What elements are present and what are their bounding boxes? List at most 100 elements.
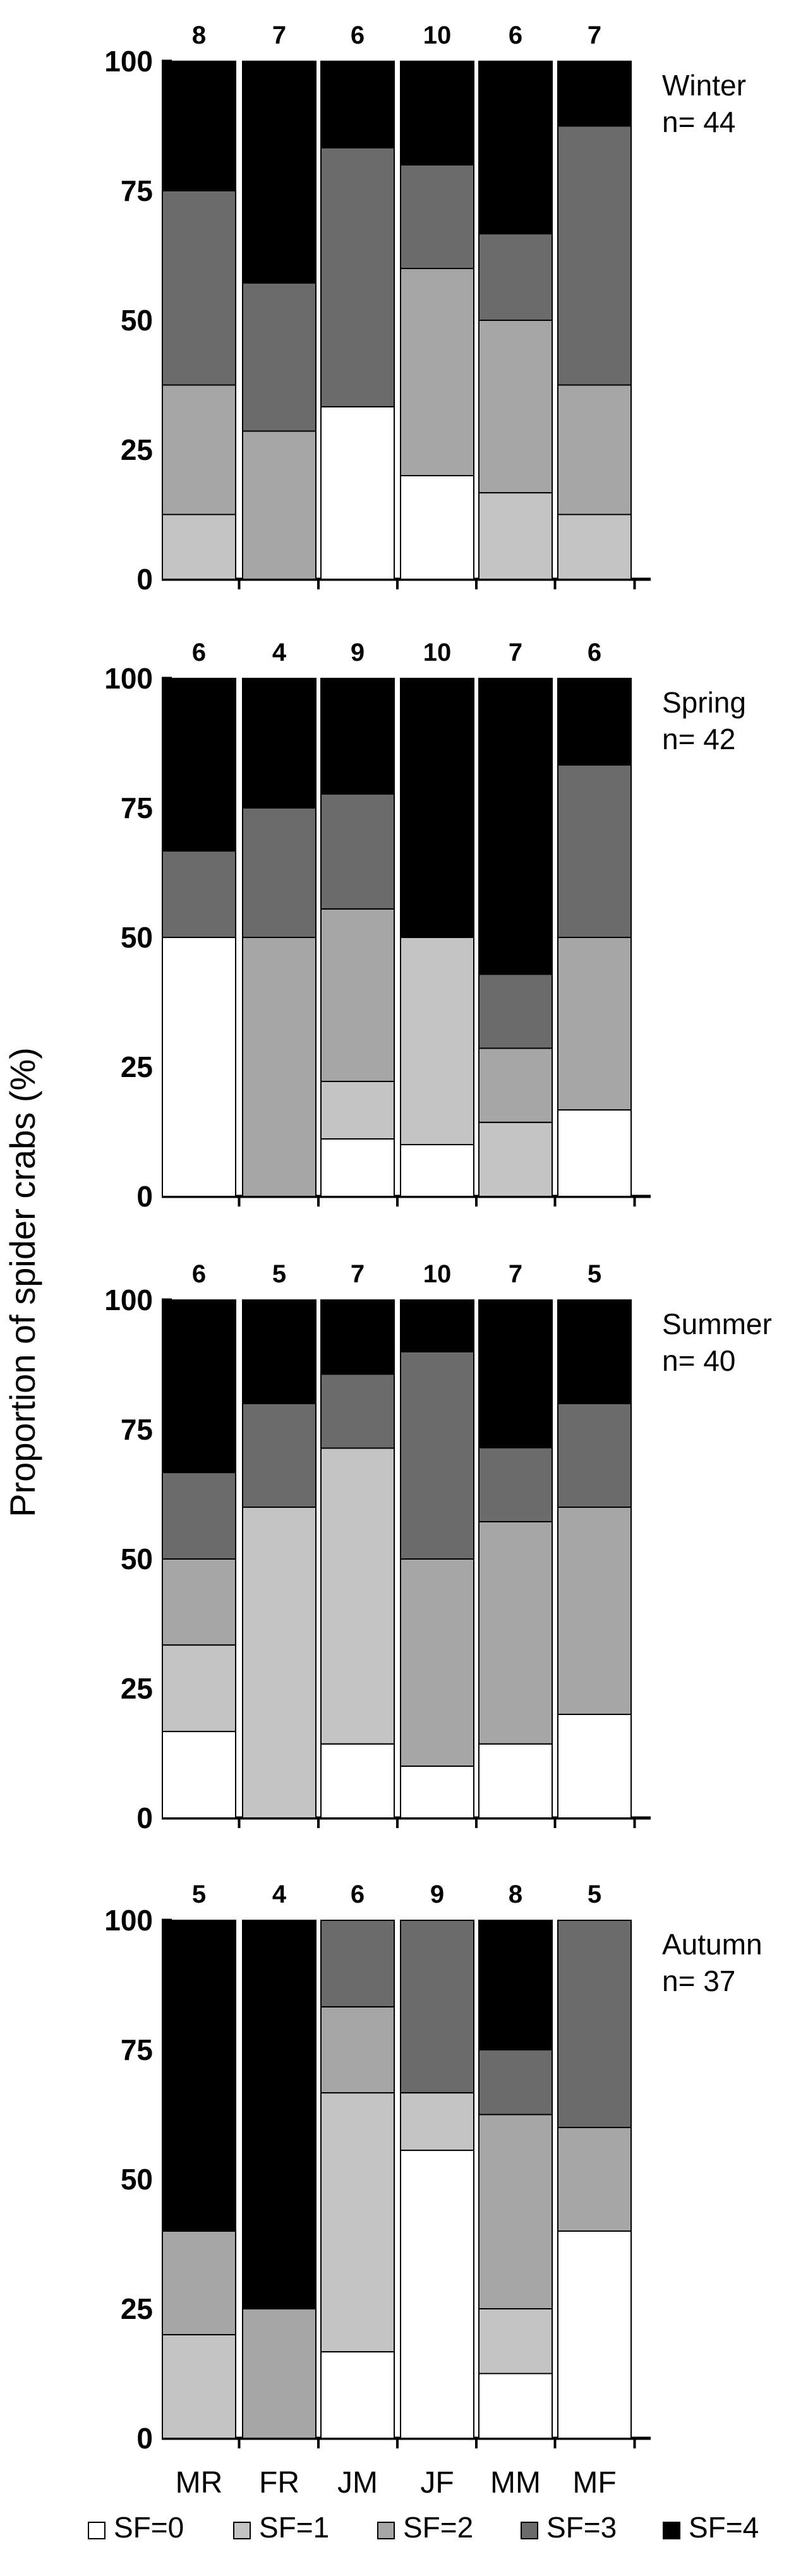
- bar-segment-mm-sf3: [478, 2049, 553, 2116]
- x-axis-category-labels: MR FR JM JF MM MF: [176, 2466, 617, 2500]
- bar-segment-mm-sf4: [478, 61, 553, 235]
- y-tick-label: 75: [121, 791, 153, 824]
- bar-segment-fr-sf2: [242, 937, 317, 1197]
- bar-segment-jf-sf3: [400, 1351, 474, 1560]
- x-category-label: MF: [572, 2466, 616, 2500]
- sample-size-label-jm: 6: [351, 21, 365, 49]
- y-tick-label: 100: [104, 662, 153, 695]
- legend: SF=0 SF=1 SF=2 SF=3 SF=4: [88, 2511, 759, 2544]
- legend-swatch-sf1: [233, 2522, 251, 2539]
- bar-segment-jm-sf1: [320, 1447, 395, 1745]
- bar-segment-mr-sf4: [162, 1920, 236, 2232]
- bar-segment-mr-sf3: [162, 850, 236, 939]
- bar-segment-jm-sf0: [320, 406, 395, 580]
- bar-segment-mf-sf2: [557, 1507, 632, 1715]
- sample-size-label-mr: 6: [192, 1260, 206, 1288]
- x-category-label: MR: [176, 2466, 223, 2500]
- bar-segment-mm-sf4: [478, 678, 553, 975]
- season-label: Summer: [662, 1308, 772, 1340]
- bar-segment-mf-sf2: [557, 937, 632, 1111]
- sample-size-label-jf: 9: [430, 1881, 444, 1908]
- bar-segment-mr-sf3: [162, 190, 236, 386]
- bar-segment-jm-sf3: [320, 1373, 395, 1449]
- bar-segment-mf-sf3: [557, 1403, 632, 1508]
- y-tick-label: 50: [121, 2163, 153, 2196]
- y-tick-label: 50: [121, 921, 153, 954]
- legend-swatch-sf2: [377, 2522, 395, 2539]
- sample-size-label-mm: 6: [509, 21, 522, 49]
- bar-segment-mm-sf2: [478, 2114, 553, 2309]
- sample-size-label-jf: 10: [423, 1260, 452, 1288]
- legend-swatch-sf4: [663, 2522, 680, 2539]
- season-n-label: n= 37: [662, 1965, 735, 1997]
- bar-segment-mr-sf4: [162, 678, 236, 852]
- bar-segment-jm-sf2: [320, 908, 395, 1082]
- y-tick-label: 50: [121, 1543, 153, 1575]
- bar-segment-mf-sf1: [557, 514, 632, 580]
- bar-segment-jm-sf2: [320, 2006, 395, 2094]
- sample-size-label-mr: 6: [192, 639, 206, 666]
- bar-segment-mf-sf2: [557, 2127, 632, 2232]
- bar-segment-mf-sf4: [557, 678, 632, 766]
- bar-segment-fr-sf2: [242, 430, 317, 580]
- bar-segment-mr-sf1: [162, 1644, 236, 1733]
- bar-segment-jm-sf3: [320, 1920, 395, 2007]
- bar-segment-mm-sf4: [478, 1920, 553, 2050]
- y-tick-label: 75: [121, 1413, 153, 1446]
- sample-size-label-mr: 5: [192, 1881, 206, 1908]
- bar-segment-mf-sf0: [557, 2230, 632, 2439]
- bar-segment-jf-sf2: [400, 1558, 474, 1767]
- bar-segment-mm-sf1: [478, 492, 553, 580]
- season-n-label: n= 44: [662, 105, 735, 138]
- y-tick-label: 75: [121, 2033, 153, 2066]
- y-tick-label: 75: [121, 174, 153, 207]
- x-category-label: MM: [490, 2466, 541, 2500]
- bar-segment-jm-sf0: [320, 1743, 395, 1819]
- season-label: Winter: [662, 69, 746, 102]
- bar-segment-mr-sf1: [162, 514, 236, 580]
- sample-size-label-jf: 10: [423, 639, 452, 666]
- bar-segment-fr-sf3: [242, 807, 317, 938]
- sample-size-label-mm: 7: [509, 639, 522, 666]
- bar-segment-mm-sf2: [478, 320, 553, 494]
- bar-segment-mf-sf3: [557, 764, 632, 938]
- bar-segment-mm-sf4: [478, 1299, 553, 1448]
- legend-label-sf0: SF=0: [114, 2511, 184, 2544]
- sample-size-label-jm: 6: [351, 1881, 365, 1908]
- sample-size-label-mm: 8: [509, 1881, 522, 1908]
- bar-segment-jm-sf0: [320, 2351, 395, 2440]
- bar-segment-jf-sf0: [400, 2150, 474, 2440]
- bar-segment-mm-sf0: [478, 1743, 553, 1819]
- bar-segment-jf-sf3: [400, 164, 474, 269]
- sample-size-label-mr: 8: [192, 21, 206, 49]
- bar-segment-mr-sf0: [162, 937, 236, 1197]
- bar-segment-fr-sf4: [242, 61, 317, 284]
- bar-segment-jm-sf4: [320, 61, 395, 148]
- panel-autumn: 0 25 50 75 100 5 4 6 9 8 5 Autumn n= 37: [104, 1881, 762, 2455]
- bar-segment-fr-sf3: [242, 282, 317, 432]
- y-tick-label: 100: [104, 1904, 153, 1937]
- bar-segment-mf-sf3: [557, 1920, 632, 2128]
- bar-segment-fr-sf4: [242, 678, 317, 809]
- y-tick-label: 0: [136, 1180, 153, 1213]
- bar-segment-mm-sf3: [478, 973, 553, 1049]
- y-tick-label: 0: [136, 1802, 153, 1834]
- legend-swatch-sf3: [521, 2522, 538, 2539]
- panel-spring: 0 25 50 75 100 6 4 9 10 7 6 Spring n= 42: [104, 639, 746, 1213]
- y-tick-label: 25: [121, 433, 153, 466]
- bar-segment-mr-sf4: [162, 1299, 236, 1474]
- y-tick-label: 0: [136, 563, 153, 596]
- bar-segment-fr-sf3: [242, 1403, 317, 1508]
- bar-segment-mf-sf4: [557, 1299, 632, 1404]
- x-category-label: JF: [420, 2466, 454, 2500]
- season-n-label: n= 42: [662, 723, 735, 755]
- sample-size-label-mf: 7: [588, 21, 601, 49]
- bar-segment-mm-sf2: [478, 1520, 553, 1745]
- legend-label-sf2: SF=2: [403, 2511, 473, 2544]
- bar-segment-mm-sf3: [478, 1447, 553, 1522]
- y-tick-label: 50: [121, 304, 153, 337]
- sample-size-label-mf: 5: [588, 1881, 601, 1908]
- legend-label-sf1: SF=1: [259, 2511, 329, 2544]
